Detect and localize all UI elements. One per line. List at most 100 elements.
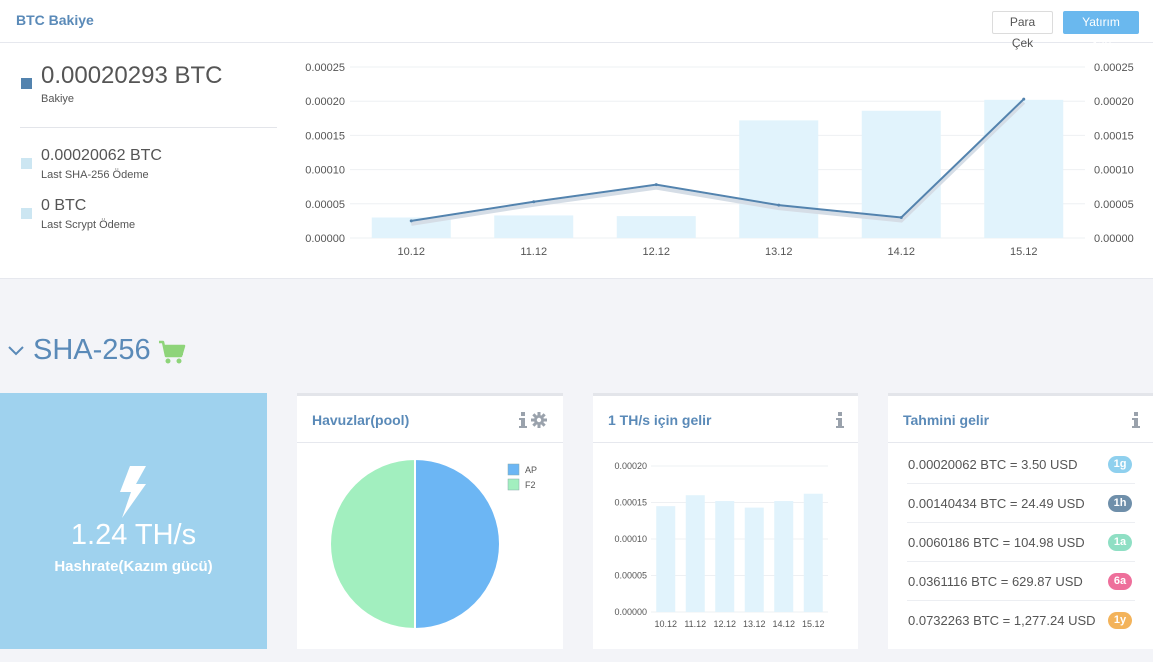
y-tick-label-left: 0.00020 xyxy=(305,96,345,108)
sha-legend-swatch xyxy=(21,158,32,169)
pie-slice xyxy=(414,457,501,631)
legend-swatch xyxy=(507,478,520,491)
pool-card-header: Havuzlar(pool) xyxy=(297,396,563,443)
chart-bar xyxy=(744,507,764,612)
x-tick-label: 12.12 xyxy=(642,246,670,258)
y-tick-label-left: 0.00015 xyxy=(305,130,345,142)
legend-swatch xyxy=(507,463,520,476)
earnings-row: 0.00140434 BTC = 24.49 USD 1h xyxy=(907,484,1135,523)
balance-chart: 0.00000 0.00000 0.00005 0.00005 0.00010 0.000… xyxy=(305,62,1134,258)
line-series-shadow xyxy=(410,100,1026,226)
scrypt-legend-swatch xyxy=(21,208,32,219)
x-tick-label: 15.12 xyxy=(1010,246,1038,258)
chart-bar xyxy=(494,215,574,238)
x-tick-label: 14.12 xyxy=(887,246,915,258)
line-point xyxy=(409,219,413,223)
earnings-card: Tahmini gelir xyxy=(888,393,1153,649)
income-chart: 0.00000 0.00005 0.00010 0.00015 0.00020 10.12… xyxy=(614,461,828,629)
line-point xyxy=(532,200,536,204)
withdraw-button[interactable]: Para Çek xyxy=(992,11,1053,50)
sha-payment-label: Last SHA-256 Ödeme xyxy=(41,169,149,181)
section-title: SHA-256 xyxy=(33,334,151,366)
line-point xyxy=(777,203,781,207)
earnings-text: 0.0732263 BTC = 1,277.24 USD xyxy=(908,613,1096,628)
period-badge: 1a xyxy=(1108,534,1132,551)
x-tick-label: 15.12 xyxy=(802,619,825,629)
earnings-row: 0.0060186 BTC = 104.98 USD 1a xyxy=(907,523,1135,562)
gear-icon[interactable] xyxy=(531,412,547,428)
y-tick-label-left: 0.00025 xyxy=(305,62,345,74)
y-tick-label-left: 0.00005 xyxy=(305,199,345,211)
x-tick-label: 12.12 xyxy=(713,619,736,629)
scrypt-payment-value: 0 BTC xyxy=(41,197,87,214)
line-point xyxy=(654,183,658,187)
pool-chart: AP F2 xyxy=(329,457,537,631)
x-tick-label: 10.12 xyxy=(654,619,677,629)
chart-bar xyxy=(774,501,794,612)
income-card-header: 1 TH/s için gelir xyxy=(593,396,858,443)
y-tick-label-right: 0.00010 xyxy=(1094,165,1134,177)
period-badge: 1h xyxy=(1108,495,1132,512)
period-badge: 1g xyxy=(1108,456,1132,473)
y-tick-label-left: 0.00010 xyxy=(305,165,345,177)
hashrate-value: 1.24 TH/s xyxy=(70,519,197,551)
chart-bar xyxy=(715,501,735,612)
x-tick-label: 14.12 xyxy=(772,619,795,629)
y-tick-label-right: 0.00020 xyxy=(1094,96,1134,108)
btc-balance-panel: BTC Bakiye Para Çek Yatırım Yap 0.000202… xyxy=(0,0,1153,279)
y-tick-label-right: 0.00025 xyxy=(1094,62,1134,74)
legend-label: AP xyxy=(525,465,537,475)
panel-title: BTC Bakiye xyxy=(16,12,94,28)
y-tick-label-left: 0.00000 xyxy=(305,233,345,245)
info-icon[interactable] xyxy=(836,412,844,428)
period-badge: 1y xyxy=(1108,612,1132,629)
y-tick-label: 0.00020 xyxy=(614,461,647,471)
earnings-text: 0.0060186 BTC = 104.98 USD xyxy=(908,535,1085,550)
chevron-down-icon[interactable] xyxy=(7,344,25,358)
y-tick-label: 0.00010 xyxy=(614,534,647,544)
y-tick-label-right: 0.00005 xyxy=(1094,199,1134,211)
hashrate-label: Hashrate(Kazım gücü) xyxy=(54,558,213,575)
chart-bar xyxy=(803,493,823,612)
lightning-icon xyxy=(120,466,146,518)
earnings-row: 0.00020062 BTC = 3.50 USD 1g xyxy=(907,445,1135,484)
x-tick-label: 11.12 xyxy=(520,246,547,258)
income-card-title: 1 TH/s için gelir xyxy=(608,412,712,428)
line-point xyxy=(899,215,903,219)
pool-card: Havuzlar(pool) AP F2 xyxy=(297,393,563,649)
info-icon[interactable] xyxy=(1132,412,1140,428)
sha-payment-value: 0.00020062 BTC xyxy=(41,147,162,164)
stat-divider xyxy=(20,127,277,128)
y-tick-label-right: 0.00015 xyxy=(1094,130,1134,142)
legend-label: F2 xyxy=(525,480,536,490)
line-series xyxy=(411,98,1025,222)
earnings-card-title: Tahmini gelir xyxy=(903,412,990,428)
line-point xyxy=(1022,97,1026,101)
pool-card-title: Havuzlar(pool) xyxy=(312,412,410,428)
pie-slice xyxy=(329,457,416,631)
cart-icon[interactable] xyxy=(158,340,186,366)
chart-bar xyxy=(685,495,705,612)
income-card: 1 TH/s için gelir 0.00000 0.00005 0.00010 0… xyxy=(593,393,858,649)
y-tick-label: 0.00015 xyxy=(614,498,647,508)
scrypt-payment-label: Last Scrypt Ödeme xyxy=(41,219,136,231)
x-tick-label: 10.12 xyxy=(397,246,425,258)
earnings-text: 0.00020062 BTC = 3.50 USD xyxy=(908,457,1078,472)
y-tick-label: 0.00005 xyxy=(614,571,647,581)
y-tick-label-right: 0.00000 xyxy=(1094,233,1134,245)
balance-value: 0.00020293 BTC xyxy=(41,62,223,89)
balance-legend-swatch xyxy=(21,78,32,89)
earnings-row: 0.0732263 BTC = 1,277.24 USD 1y xyxy=(907,601,1135,640)
earnings-row: 0.0361116 BTC = 629.87 USD 6a xyxy=(907,562,1135,601)
invest-button[interactable]: Yatırım Yap xyxy=(1063,11,1139,50)
balance-label: Bakiye xyxy=(41,93,75,105)
y-tick-label: 0.00000 xyxy=(614,607,647,617)
earnings-text: 0.00140434 BTC = 24.49 USD xyxy=(908,496,1085,511)
info-icon[interactable] xyxy=(519,412,527,428)
chart-bar xyxy=(984,99,1064,238)
earnings-card-header: Tahmini gelir xyxy=(888,396,1153,443)
chart-bar xyxy=(739,120,819,238)
chart-bar xyxy=(616,216,696,238)
period-badge: 6a xyxy=(1108,573,1132,590)
chart-bar xyxy=(656,506,676,612)
